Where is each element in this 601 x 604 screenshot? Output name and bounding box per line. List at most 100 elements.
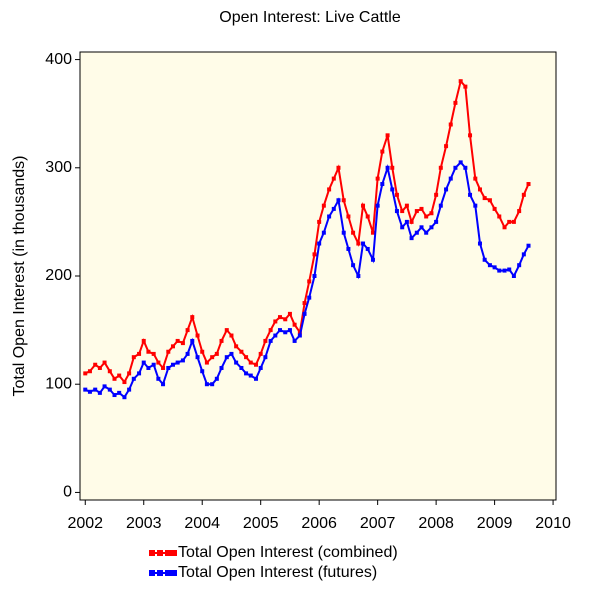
marker — [473, 203, 478, 208]
marker — [107, 369, 112, 374]
marker — [331, 206, 336, 211]
marker — [127, 371, 132, 376]
marker — [258, 351, 263, 356]
marker — [200, 349, 205, 354]
y-tick-label: 300 — [45, 159, 72, 176]
marker — [473, 176, 478, 181]
marker — [444, 187, 449, 192]
marker — [434, 219, 439, 224]
marker — [458, 160, 463, 165]
chart-title: Open Interest: Live Cattle — [219, 9, 401, 26]
x-tick-label: 2008 — [418, 515, 454, 532]
marker — [302, 301, 307, 306]
marker — [283, 330, 288, 335]
marker — [370, 230, 375, 235]
legend-label: Total Open Interest (combined) — [178, 544, 398, 561]
marker — [273, 319, 278, 324]
marker — [327, 214, 332, 219]
marker — [146, 349, 151, 354]
marker — [487, 263, 492, 268]
legend-marker — [149, 550, 155, 556]
marker — [521, 192, 526, 197]
marker — [161, 382, 166, 387]
marker — [254, 362, 259, 367]
plot-area — [79, 51, 557, 501]
marker — [468, 133, 473, 138]
marker — [219, 338, 224, 343]
marker — [341, 230, 346, 235]
y-tick-label: 400 — [45, 51, 72, 68]
marker — [234, 360, 239, 365]
marker — [141, 338, 146, 343]
marker — [97, 365, 102, 370]
marker — [170, 344, 175, 349]
marker — [277, 315, 282, 320]
marker — [356, 241, 361, 246]
x-tick-label: 2007 — [360, 515, 396, 532]
marker — [468, 192, 473, 197]
marker — [385, 165, 390, 170]
marker — [438, 203, 443, 208]
y-tick-label: 0 — [63, 484, 72, 501]
marker — [87, 369, 92, 374]
y-tick-label: 200 — [45, 267, 72, 284]
marker — [507, 267, 512, 272]
marker — [93, 362, 98, 367]
legend-marker — [165, 570, 171, 576]
marker — [107, 387, 112, 392]
marker — [492, 206, 497, 211]
marker — [204, 360, 209, 365]
marker — [365, 214, 370, 219]
marker — [146, 365, 151, 370]
marker — [287, 311, 292, 316]
marker — [283, 317, 288, 322]
marker — [112, 393, 117, 398]
marker — [254, 376, 259, 381]
marker — [429, 225, 434, 230]
marker — [361, 241, 366, 246]
marker — [190, 338, 195, 343]
marker — [444, 144, 449, 149]
marker — [117, 373, 122, 378]
marker — [351, 263, 356, 268]
marker — [156, 376, 161, 381]
x-tick-label: 2004 — [184, 515, 220, 532]
marker — [170, 362, 175, 367]
marker — [404, 203, 409, 208]
x-tick-label: 2010 — [535, 515, 571, 532]
marker — [195, 355, 200, 360]
marker — [219, 365, 224, 370]
marker — [463, 84, 468, 89]
legend-marker — [157, 570, 163, 576]
marker — [394, 192, 399, 197]
marker — [166, 349, 171, 354]
marker — [248, 373, 253, 378]
marker — [83, 387, 88, 392]
marker — [297, 333, 302, 338]
marker — [83, 371, 88, 376]
marker — [185, 351, 190, 356]
marker — [122, 395, 127, 400]
marker — [229, 333, 234, 338]
marker — [102, 384, 107, 389]
marker — [224, 328, 229, 333]
marker — [229, 351, 234, 356]
marker — [394, 209, 399, 214]
marker — [453, 165, 458, 170]
marker — [321, 230, 326, 235]
marker — [517, 209, 522, 214]
marker — [380, 149, 385, 154]
marker — [292, 322, 297, 327]
marker — [87, 389, 92, 394]
marker — [380, 182, 385, 187]
marker — [263, 355, 268, 360]
marker — [419, 206, 424, 211]
marker — [312, 252, 317, 257]
marker — [424, 230, 429, 235]
marker — [463, 165, 468, 170]
x-tick-label: 2002 — [67, 515, 103, 532]
marker — [400, 209, 405, 214]
marker — [482, 196, 487, 201]
marker — [214, 351, 219, 356]
marker — [390, 165, 395, 170]
